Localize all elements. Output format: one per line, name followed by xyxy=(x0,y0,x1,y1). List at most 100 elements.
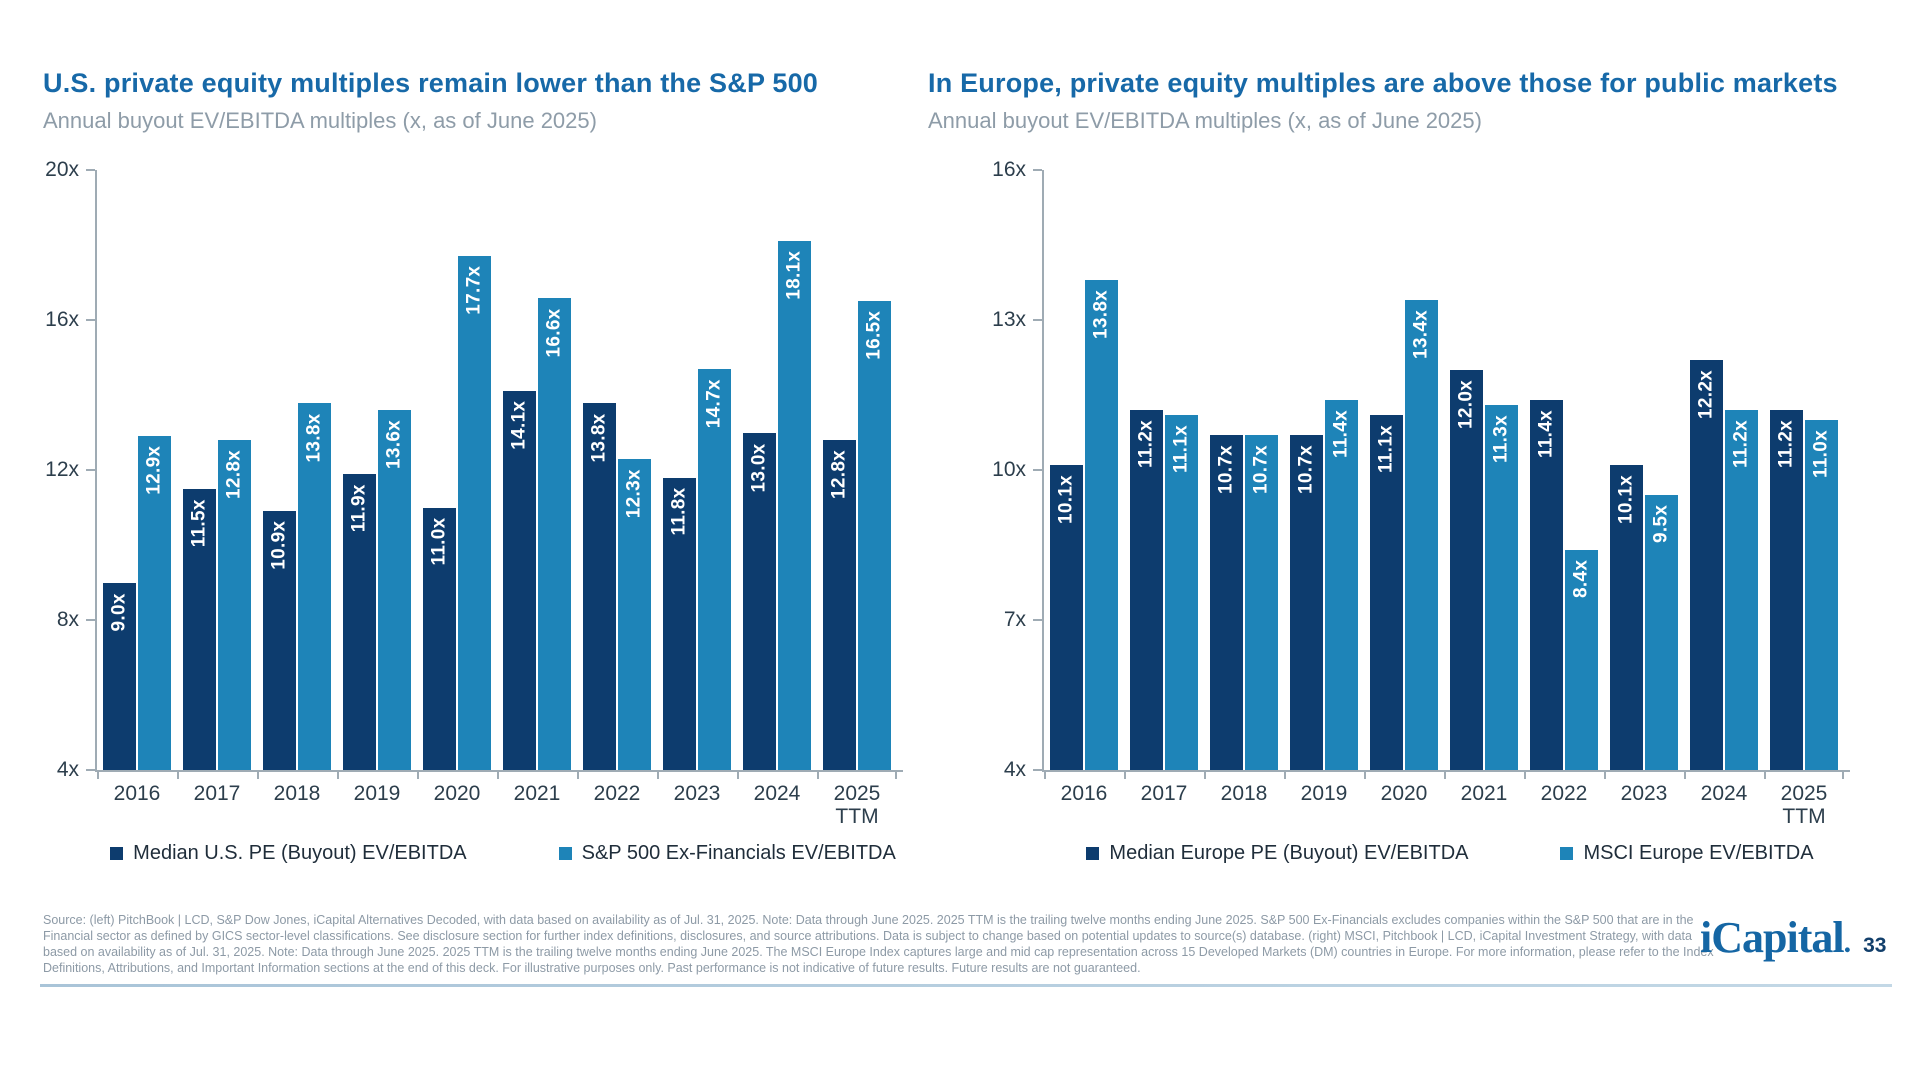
y-axis-line xyxy=(95,170,97,772)
pe-buyout-bar: 10.1x xyxy=(1610,465,1643,770)
pe-buyout-bar: 11.8x xyxy=(663,477,696,770)
source-line: Definitions, Attributions, and Important… xyxy=(43,961,1141,975)
europe-chart-legend: Median Europe PE (Buyout) EV/EBITDA MSCI … xyxy=(1050,842,1850,865)
y-tick-mark xyxy=(1033,619,1042,621)
europe-chart-plot: 16x 13x 10x 7x 4x 10.1x 13.8x 2016 11.2x 11.1x 201… xyxy=(928,60,1868,900)
pe-buyout-bar: 10.7x xyxy=(1210,435,1243,770)
x-tick-mark xyxy=(657,772,659,779)
public-index-bar: 13.8x xyxy=(1085,280,1118,770)
public-index-bar: 11.3x xyxy=(1485,405,1518,770)
bar-value-label: 14.7x xyxy=(703,378,725,428)
x-tick-mark xyxy=(257,772,259,779)
pe-buyout-bar: 11.1x xyxy=(1370,415,1403,770)
pe-buyout-bar: 13.8x xyxy=(583,402,616,770)
source-line: Financial sector as defined by GICS sect… xyxy=(43,929,1692,943)
y-tick-label: 7x xyxy=(1003,608,1026,631)
x-tick-mark xyxy=(1284,772,1286,779)
public-index-bar: 18.1x xyxy=(778,241,811,770)
bar-value-label: 13.0x xyxy=(748,442,770,492)
x-tick-mark xyxy=(1364,772,1366,779)
source-line: Source: (left) PitchBook | LCD, S&P Dow … xyxy=(43,913,1694,927)
x-tick-mark xyxy=(177,772,179,779)
x-tick-mark xyxy=(1124,772,1126,779)
legend-label: Median U.S. PE (Buyout) EV/EBITDA xyxy=(133,842,467,864)
pe-buyout-bar: 13.0x xyxy=(743,432,776,770)
pe-buyout-bar: 11.0x xyxy=(423,507,456,770)
pe-buyout-bar: 12.8x xyxy=(823,440,856,770)
y-tick-label: 12x xyxy=(45,458,79,481)
x-axis-year-label: 2025 TTM xyxy=(833,782,881,828)
bar-value-label: 13.6x xyxy=(383,420,405,470)
bar-value-label: 10.7x xyxy=(1250,445,1272,495)
x-axis-year-label: 2023 xyxy=(673,782,721,805)
legend-item: Median U.S. PE (Buyout) EV/EBITDA xyxy=(110,842,467,865)
public-index-bar: 17.7x xyxy=(458,256,491,770)
public-index-bar: 14.7x xyxy=(698,368,731,770)
bar-value-label: 13.4x xyxy=(1410,310,1432,360)
icapital-logo-dot: . xyxy=(1843,926,1852,959)
us-chart-subtitle: Annual buyout EV/EBITDA multiples (x, as… xyxy=(43,108,597,133)
x-tick-mark xyxy=(1044,772,1046,779)
icapital-logo: iCapital. 33 xyxy=(1700,912,1890,963)
pe-buyout-bar: 9.0x xyxy=(103,582,136,770)
x-axis-year-label: 2019 xyxy=(353,782,401,805)
legend-item: MSCI Europe EV/EBITDA xyxy=(1560,842,1814,865)
bar-value-label: 13.8x xyxy=(303,412,325,462)
public-index-bar: 13.8x xyxy=(298,402,331,770)
pe-buyout-bar: 12.0x xyxy=(1450,370,1483,770)
pe-buyout-bar: 11.2x xyxy=(1770,410,1803,770)
x-axis-year-label: 2021 xyxy=(1460,782,1508,805)
x-axis-year-label: 2020 xyxy=(433,782,481,805)
public-index-bar: 12.3x xyxy=(618,458,651,770)
public-index-bar: 12.8x xyxy=(218,440,251,770)
y-tick-mark xyxy=(86,319,95,321)
source-disclosure-text: Source: (left) PitchBook | LCD, S&P Dow … xyxy=(43,912,1714,976)
bar-value-label: 12.0x xyxy=(1455,380,1477,430)
bar-value-label: 11.0x xyxy=(1810,430,1832,478)
us-chart-title: U.S. private equity multiples remain low… xyxy=(43,68,819,98)
bar-value-label: 9.5x xyxy=(1650,505,1672,544)
x-axis-year-label: 2022 xyxy=(1540,782,1588,805)
bar-value-label: 12.8x xyxy=(828,450,850,500)
bar-value-label: 10.1x xyxy=(1055,475,1077,525)
bar-value-label: 12.3x xyxy=(623,468,645,518)
footer-divider-rule xyxy=(40,984,1892,987)
x-tick-mark xyxy=(97,772,99,779)
x-tick-mark xyxy=(497,772,499,779)
legend-label: MSCI Europe EV/EBITDA xyxy=(1583,842,1814,864)
bar-value-label: 10.7x xyxy=(1295,445,1317,495)
pe-buyout-bar: 12.2x xyxy=(1690,360,1723,770)
public-index-bar: 16.5x xyxy=(858,301,891,770)
bar-value-label: 9.0x xyxy=(108,592,130,631)
bar-value-label: 11.1x xyxy=(1170,425,1192,473)
x-axis-year-label: 2016 xyxy=(113,782,161,805)
bar-value-label: 11.3x xyxy=(1490,415,1512,463)
europe-chart-title: In Europe, private equity multiples are … xyxy=(928,68,1838,98)
y-tick-mark xyxy=(1033,769,1042,771)
bar-value-label: 12.9x xyxy=(143,446,165,496)
y-tick-label: 4x xyxy=(56,758,79,781)
europe-chart-subtitle: Annual buyout EV/EBITDA multiples (x, as… xyxy=(928,108,1482,133)
bar-value-label: 11.5x xyxy=(188,498,210,547)
public-index-bar: 13.4x xyxy=(1405,300,1438,770)
pe-buyout-bar: 10.9x xyxy=(263,511,296,770)
y-tick-mark xyxy=(1033,169,1042,171)
bar-value-label: 16.5x xyxy=(863,311,885,361)
x-tick-mark xyxy=(1842,772,1844,779)
y-tick-label: 20x xyxy=(45,158,79,181)
x-tick-mark xyxy=(1524,772,1526,779)
page-number: 33 xyxy=(1863,934,1887,957)
pe-buyout-bar: 14.1x xyxy=(503,391,536,770)
y-tick-mark xyxy=(1033,469,1042,471)
bar-value-label: 11.2x xyxy=(1730,420,1752,468)
x-axis-year-label: 2024 xyxy=(753,782,801,805)
bar-value-label: 11.9x xyxy=(348,483,370,532)
public-index-bar: 13.6x xyxy=(378,410,411,770)
pe-buyout-bar: 11.5x xyxy=(183,488,216,770)
public-index-bar: 10.7x xyxy=(1245,435,1278,770)
y-tick-label: 10x xyxy=(992,458,1026,481)
public-index-bar: 11.4x xyxy=(1325,400,1358,770)
x-tick-mark xyxy=(1764,772,1766,779)
bar-value-label: 10.9x xyxy=(268,521,290,571)
bar-value-label: 8.4x xyxy=(1570,560,1592,599)
